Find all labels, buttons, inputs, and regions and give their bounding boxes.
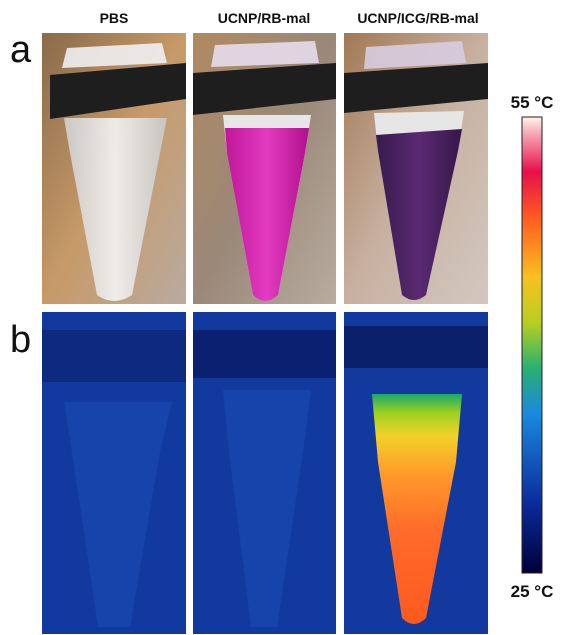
colorbar-min: 25 °C (511, 582, 554, 601)
panel-label: a (10, 29, 32, 71)
colorbar (521, 116, 543, 574)
photo (344, 33, 488, 304)
photo (42, 33, 186, 304)
thermal-image (42, 312, 186, 634)
panel-label: b (10, 319, 31, 361)
thermal-image (344, 312, 488, 634)
column-title: PBS (100, 10, 129, 26)
photo (193, 33, 336, 304)
column-title: UCNP/ICG/RB-mal (357, 10, 478, 26)
thermal-image (193, 312, 336, 634)
colorbar-max: 55 °C (511, 93, 554, 112)
column-title: UCNP/RB-mal (218, 10, 311, 26)
